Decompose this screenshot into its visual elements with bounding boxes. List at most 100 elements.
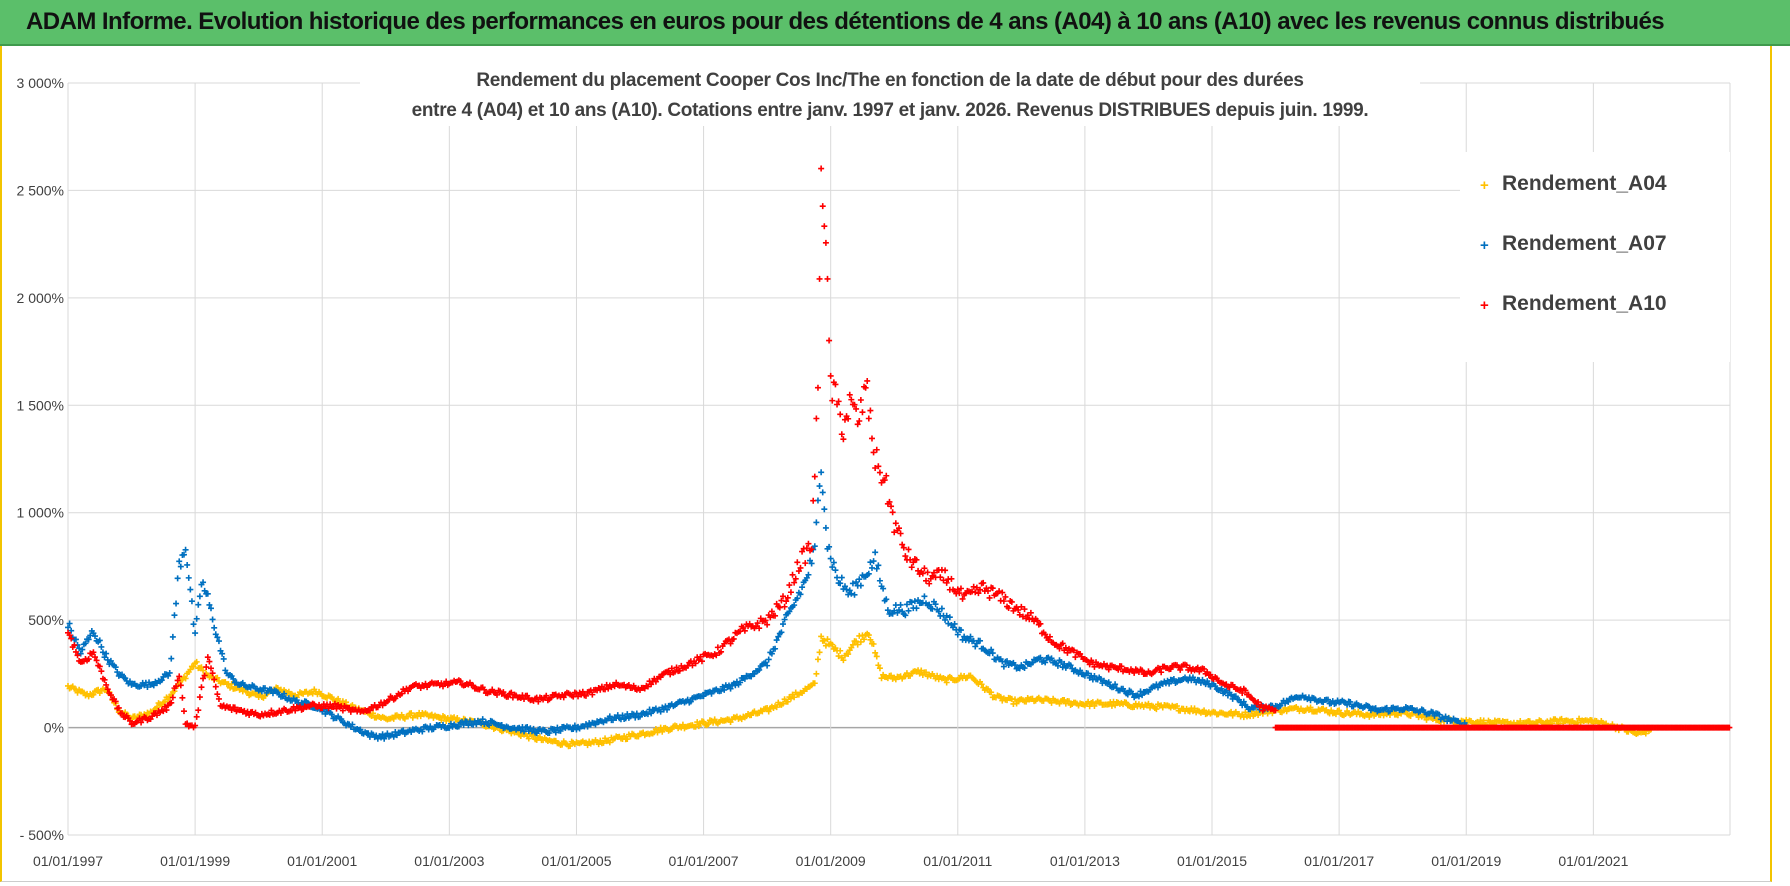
rendement-a07-point bbox=[942, 616, 949, 623]
grid-lines bbox=[67, 82, 1731, 836]
rendement-a07-point bbox=[1154, 684, 1161, 691]
legend-marker-a04: + bbox=[1480, 177, 1489, 194]
rendement-a10-point bbox=[781, 603, 788, 610]
rendement-a07-point bbox=[455, 723, 462, 730]
rendement-a07-point bbox=[517, 727, 524, 734]
rendement-a10-point bbox=[846, 391, 853, 398]
rendement-a07-point bbox=[1218, 685, 1225, 692]
rendement-a10-point bbox=[762, 617, 769, 624]
rendement-a07-point bbox=[637, 713, 644, 720]
rendement-a07-point bbox=[967, 633, 974, 640]
rendement-a07-point bbox=[911, 598, 918, 605]
rendement-a07-point bbox=[112, 664, 119, 671]
rendement-a04-point bbox=[443, 717, 450, 724]
rendement-a07-point bbox=[169, 633, 176, 640]
rendement-a07-point bbox=[184, 561, 191, 568]
rendement-a07-point bbox=[1054, 662, 1061, 669]
rendement-a07-point bbox=[943, 612, 950, 619]
rendement-a07-point bbox=[775, 633, 782, 640]
rendement-a07-point bbox=[818, 469, 825, 476]
rendement-a04-point bbox=[606, 739, 613, 746]
rendement-a10-point bbox=[90, 649, 97, 656]
rendement-a07-point bbox=[926, 601, 933, 608]
rendement-a07-point bbox=[262, 685, 269, 692]
rendement-a10-point bbox=[813, 415, 820, 422]
legend: + Rendement_A04 + Rendement_A07 + Rendement… bbox=[1460, 152, 1730, 362]
rendement-a04-point bbox=[934, 672, 941, 679]
rendement-a07-point bbox=[384, 730, 391, 737]
rendement-a07-point bbox=[212, 631, 219, 638]
rendement-a10-point bbox=[864, 377, 871, 384]
rendement-a10-point bbox=[630, 682, 637, 689]
rendement-a07-point bbox=[870, 558, 877, 565]
rendement-a10-point bbox=[665, 667, 672, 674]
rendement-a07-point bbox=[873, 565, 880, 572]
rendement-a04-point bbox=[845, 651, 852, 658]
rendement-a04-point bbox=[861, 636, 868, 643]
rendement-a10-point bbox=[929, 572, 936, 579]
y-tick-label: 1 000% bbox=[17, 505, 64, 521]
rendement-a07-point bbox=[849, 580, 856, 587]
rendement-a10-point bbox=[752, 623, 759, 630]
rendement-a07-point bbox=[557, 727, 564, 734]
rendement-a10-point bbox=[405, 688, 412, 695]
rendement-a07-point bbox=[1139, 692, 1146, 699]
rendement-a07-point bbox=[144, 684, 151, 691]
rendement-a10-point bbox=[1027, 609, 1034, 616]
rendement-a04-point bbox=[837, 647, 844, 654]
rendement-a10-point bbox=[803, 545, 810, 552]
rendement-a04-point bbox=[816, 649, 823, 656]
rendement-a10-point bbox=[203, 664, 210, 671]
rendement-a07-point bbox=[648, 710, 655, 717]
rendement-a07-point bbox=[192, 630, 199, 637]
rendement-a07-point bbox=[762, 659, 769, 666]
rendement-a07-point bbox=[908, 599, 915, 606]
rendement-a04-point bbox=[187, 666, 194, 673]
rendement-a07-point bbox=[896, 607, 902, 614]
rendement-a10-point bbox=[908, 564, 915, 571]
rendement-a10-point bbox=[808, 546, 815, 553]
y-tick-label: 0% bbox=[44, 720, 64, 736]
rendement-a04-point bbox=[1642, 730, 1649, 737]
rendement-a10-point bbox=[481, 686, 488, 693]
rendement-a04-point bbox=[822, 642, 829, 649]
rendement-a07-point bbox=[687, 698, 694, 705]
rendement-a10-point bbox=[811, 473, 818, 480]
rendement-a07-point bbox=[875, 562, 882, 569]
rendement-a07-point bbox=[664, 706, 671, 713]
rendement-a04-point bbox=[339, 698, 346, 705]
rendement-a10-point bbox=[68, 635, 75, 642]
rendement-a07-point bbox=[883, 596, 890, 603]
rendement-a10-point bbox=[582, 692, 589, 699]
rendement-a07-point bbox=[188, 598, 195, 605]
rendement-a10-point bbox=[795, 568, 802, 575]
rendement-a07-point bbox=[533, 730, 540, 737]
legend-item-a07: + Rendement_A07 bbox=[1480, 232, 1667, 256]
rendement-a04-point bbox=[1048, 699, 1055, 706]
rendement-a10-point bbox=[1091, 663, 1098, 670]
rendement-a10-point bbox=[821, 223, 828, 230]
rendement-a10-point bbox=[1024, 612, 1031, 619]
rendement-a10-point bbox=[780, 593, 787, 600]
rendement-a10-point bbox=[268, 707, 275, 714]
rendement-a10-point bbox=[919, 570, 926, 577]
rendement-a10-point bbox=[101, 676, 108, 683]
rendement-a07-point bbox=[551, 726, 558, 733]
rendement-a04-point bbox=[1112, 702, 1119, 709]
rendement-a10-point bbox=[1008, 598, 1015, 605]
rendement-a07-point bbox=[832, 567, 839, 574]
rendement-a10-point bbox=[1037, 620, 1044, 627]
rendement-a10-point bbox=[319, 705, 326, 712]
rendement-a07-point bbox=[903, 601, 910, 608]
rendement-a07-point bbox=[66, 620, 73, 627]
rendement-a10-point bbox=[697, 653, 704, 660]
rendement-a10-point bbox=[1016, 611, 1023, 618]
rendement-a10-point bbox=[508, 689, 515, 696]
rendement-a07-point bbox=[822, 524, 829, 531]
rendement-a10-point bbox=[1167, 666, 1174, 673]
rendement-a10-point bbox=[1000, 598, 1007, 605]
rendement-a10-point bbox=[819, 203, 826, 210]
x-tick-label: 01/01/2003 bbox=[414, 853, 484, 869]
legend-item-a10: + Rendement_A10 bbox=[1480, 292, 1667, 316]
